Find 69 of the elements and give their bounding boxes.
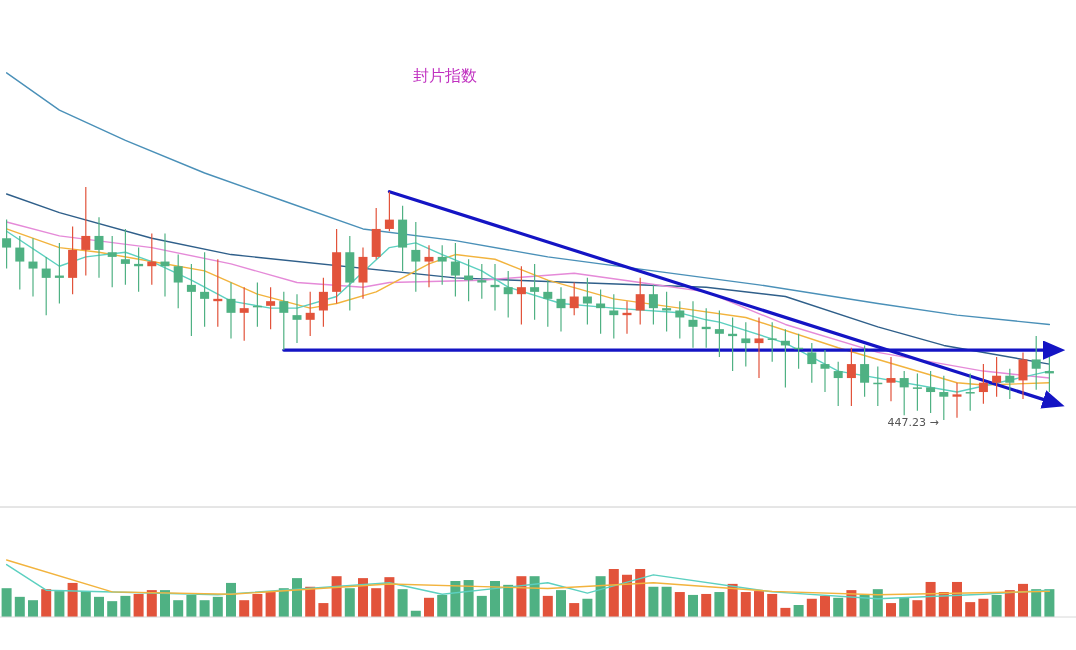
bar: [793, 605, 804, 617]
bar: [424, 597, 434, 617]
bar: [331, 576, 342, 617]
bar: [688, 594, 698, 617]
bar: [107, 601, 118, 617]
bar: [833, 597, 844, 617]
bar: [67, 582, 78, 617]
bar: [1031, 589, 1042, 617]
bar: [991, 594, 1002, 617]
bar: [701, 593, 712, 617]
bar: [54, 591, 65, 617]
bar: [912, 600, 923, 617]
bar: [872, 589, 883, 617]
bar: [1, 588, 12, 617]
bar: [28, 600, 38, 617]
bar: [344, 588, 355, 617]
bar: [186, 594, 197, 617]
bar: [503, 584, 514, 617]
bar: [173, 600, 184, 617]
bar: [41, 589, 52, 617]
bar: [212, 596, 223, 617]
bar: [886, 603, 896, 617]
bar: [899, 597, 910, 617]
chart-title: 封片指数: [413, 66, 477, 85]
bar: [740, 592, 751, 617]
bar: [674, 592, 685, 617]
bar: [806, 598, 817, 617]
bar: [397, 589, 408, 617]
bar: [199, 600, 210, 617]
bar: [608, 569, 619, 617]
bar: [358, 578, 368, 617]
bar: [542, 595, 553, 617]
bar: [120, 595, 131, 617]
bar: [820, 595, 830, 617]
bar: [661, 586, 672, 617]
bar: [463, 580, 474, 617]
bar: [622, 574, 632, 617]
bar: [239, 600, 250, 617]
bar: [1044, 589, 1055, 617]
bar: [767, 593, 778, 617]
bar: [569, 603, 580, 617]
bar: [384, 577, 395, 617]
bar: [1018, 583, 1028, 617]
bar: [516, 576, 527, 617]
bar: [278, 588, 289, 617]
bar: [292, 578, 302, 617]
annotation: 447.23 →: [887, 416, 939, 429]
bar: [529, 576, 540, 617]
bar: [635, 569, 646, 617]
bar: [925, 581, 936, 617]
bar: [978, 598, 989, 617]
bar: [556, 590, 566, 617]
bar: [648, 586, 659, 617]
bar: [754, 591, 764, 617]
bar: [371, 588, 382, 617]
bar: [252, 593, 263, 617]
bar: [965, 602, 976, 617]
bar: [476, 595, 487, 617]
bar: [595, 576, 606, 617]
bar: [80, 591, 91, 617]
bar: [265, 592, 276, 617]
bar: [226, 582, 236, 617]
bar: [318, 603, 329, 617]
bar: [437, 594, 448, 617]
bar: [582, 598, 593, 617]
bar: [714, 592, 725, 617]
bar: [14, 596, 25, 617]
bar: [94, 596, 104, 617]
bar: [133, 593, 144, 617]
